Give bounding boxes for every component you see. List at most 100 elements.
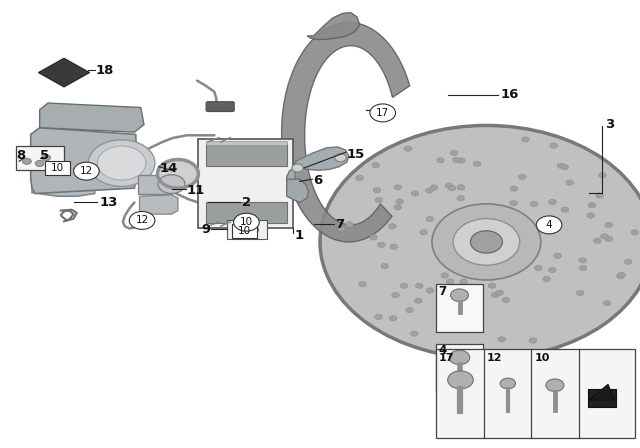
Circle shape <box>370 235 378 240</box>
Circle shape <box>430 185 438 190</box>
Circle shape <box>404 146 412 151</box>
Circle shape <box>456 301 463 306</box>
Polygon shape <box>206 202 287 223</box>
Circle shape <box>536 216 562 234</box>
Text: 10: 10 <box>240 217 253 227</box>
FancyBboxPatch shape <box>436 344 483 391</box>
Circle shape <box>631 230 639 235</box>
Circle shape <box>22 158 31 164</box>
FancyBboxPatch shape <box>198 139 293 228</box>
Circle shape <box>88 140 155 186</box>
Text: 497731: 497731 <box>582 430 622 440</box>
Circle shape <box>458 158 465 163</box>
Circle shape <box>378 242 385 248</box>
Circle shape <box>529 338 537 343</box>
Circle shape <box>548 199 556 205</box>
Text: 17: 17 <box>376 108 389 118</box>
Circle shape <box>446 279 454 284</box>
Text: 5: 5 <box>40 149 49 163</box>
Circle shape <box>396 199 404 204</box>
Polygon shape <box>287 147 349 192</box>
Circle shape <box>488 283 496 289</box>
Text: 14: 14 <box>160 162 179 175</box>
Polygon shape <box>307 13 360 39</box>
Circle shape <box>460 279 467 284</box>
Circle shape <box>500 378 516 389</box>
Circle shape <box>546 379 564 392</box>
Circle shape <box>157 159 198 188</box>
Text: 7: 7 <box>438 284 447 298</box>
FancyBboxPatch shape <box>206 102 234 112</box>
Circle shape <box>449 185 456 191</box>
Polygon shape <box>206 141 287 145</box>
Circle shape <box>548 267 556 273</box>
Circle shape <box>543 276 550 282</box>
Circle shape <box>561 207 569 212</box>
Circle shape <box>129 211 155 229</box>
Text: 13: 13 <box>99 196 118 209</box>
FancyBboxPatch shape <box>16 146 64 170</box>
Circle shape <box>320 125 640 358</box>
Circle shape <box>426 216 434 222</box>
Circle shape <box>579 265 587 271</box>
Text: 10: 10 <box>534 353 550 363</box>
Circle shape <box>530 202 538 207</box>
Circle shape <box>510 186 518 191</box>
FancyBboxPatch shape <box>232 224 257 238</box>
Circle shape <box>234 213 259 231</box>
Circle shape <box>625 259 632 264</box>
Circle shape <box>338 226 346 232</box>
Polygon shape <box>588 389 616 407</box>
Text: 3: 3 <box>605 118 614 131</box>
Circle shape <box>579 258 586 263</box>
Circle shape <box>441 273 449 278</box>
Polygon shape <box>138 175 172 194</box>
Circle shape <box>492 292 499 297</box>
Text: 16: 16 <box>500 88 519 102</box>
Circle shape <box>42 155 51 161</box>
Text: 9: 9 <box>202 223 211 236</box>
Circle shape <box>356 175 364 181</box>
Circle shape <box>596 193 604 198</box>
Circle shape <box>400 283 408 289</box>
Text: 18: 18 <box>96 64 115 77</box>
FancyBboxPatch shape <box>45 161 70 175</box>
Circle shape <box>518 174 526 180</box>
Polygon shape <box>206 144 287 166</box>
Circle shape <box>509 201 517 206</box>
Circle shape <box>375 197 383 202</box>
Text: 8: 8 <box>16 149 25 162</box>
Polygon shape <box>282 22 410 242</box>
Circle shape <box>426 288 434 293</box>
Circle shape <box>561 164 568 170</box>
Circle shape <box>426 188 433 194</box>
Text: 10: 10 <box>51 163 64 173</box>
Text: 10: 10 <box>238 226 251 236</box>
Circle shape <box>406 307 413 313</box>
Polygon shape <box>38 58 90 87</box>
Text: 1: 1 <box>294 228 303 242</box>
Circle shape <box>392 293 399 298</box>
Circle shape <box>390 244 397 250</box>
Circle shape <box>566 180 573 185</box>
Circle shape <box>394 205 401 210</box>
Polygon shape <box>31 128 138 194</box>
Circle shape <box>370 104 396 122</box>
Circle shape <box>415 298 422 303</box>
Circle shape <box>243 224 259 235</box>
FancyBboxPatch shape <box>227 220 267 239</box>
Circle shape <box>616 274 624 279</box>
Circle shape <box>588 202 596 208</box>
Circle shape <box>451 289 468 302</box>
Circle shape <box>557 163 565 168</box>
FancyBboxPatch shape <box>436 284 483 332</box>
Text: 4: 4 <box>438 344 447 357</box>
Circle shape <box>554 253 561 258</box>
Circle shape <box>534 265 542 271</box>
Circle shape <box>453 219 520 265</box>
Circle shape <box>522 137 529 142</box>
Circle shape <box>74 162 99 180</box>
Text: 2: 2 <box>242 196 251 209</box>
Circle shape <box>436 158 444 163</box>
Circle shape <box>292 164 303 172</box>
